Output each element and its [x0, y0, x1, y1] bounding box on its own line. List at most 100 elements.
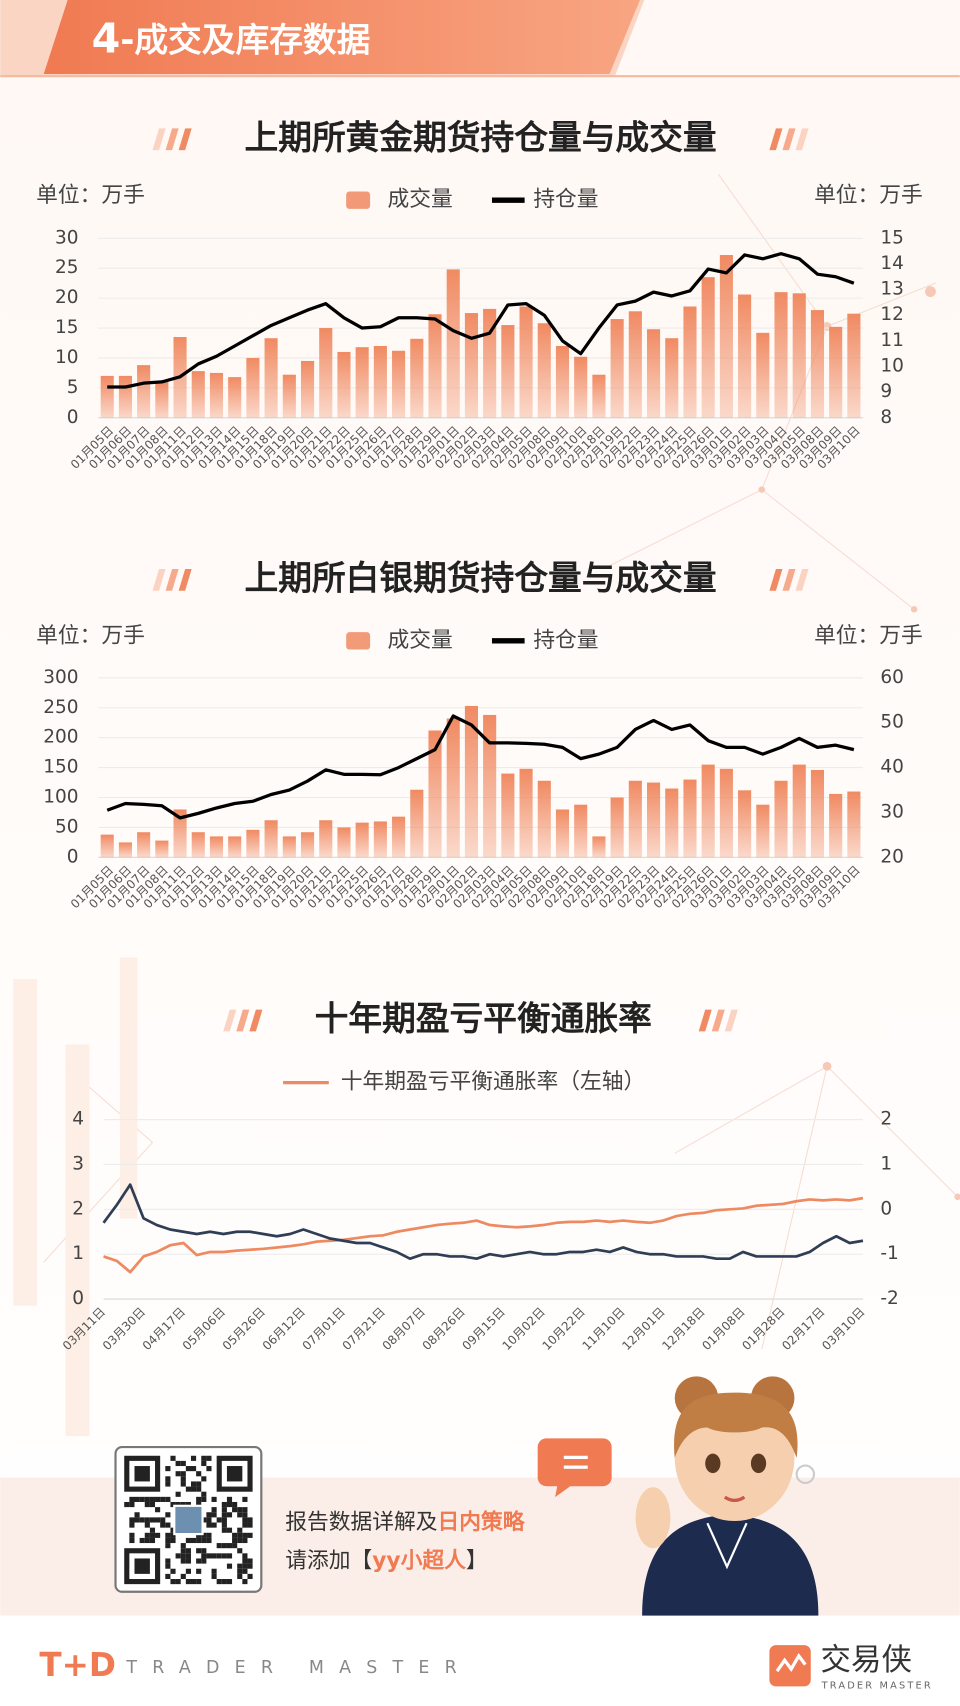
bar — [300, 832, 315, 858]
promo-line1: 报告数据详解及日内策略 — [285, 1509, 525, 1535]
qr-cell — [196, 1548, 202, 1554]
qr-cell — [221, 1517, 227, 1523]
qr-cell — [211, 1573, 217, 1580]
bar — [373, 821, 387, 858]
title-stripe — [152, 569, 166, 591]
qr-finder — [134, 1466, 150, 1482]
y-tick-label: 1 — [72, 1243, 84, 1264]
y2-tick-label: 8 — [880, 407, 892, 428]
qr-cell — [175, 1501, 181, 1508]
chart-title: 上期所白银期货持仓量与成交量 — [245, 558, 717, 597]
chart-title: 十年期盈亏平衡通胀率 — [315, 999, 652, 1038]
qr-cell — [216, 1553, 222, 1559]
qr-cell — [221, 1543, 227, 1549]
bar — [683, 306, 697, 418]
qr-cell — [185, 1579, 191, 1585]
y-tick-label: 0 — [72, 1288, 84, 1309]
qr-cell — [170, 1532, 176, 1538]
qr-cell — [185, 1568, 191, 1574]
qr-cell — [206, 1553, 212, 1559]
chat-bubble — [537, 1438, 612, 1498]
qr-cell — [139, 1496, 145, 1502]
qr-cell — [211, 1512, 217, 1518]
legend-label: 成交量 — [388, 187, 453, 212]
bar — [228, 377, 242, 418]
qr-cell — [144, 1501, 150, 1508]
qr-cell — [247, 1532, 253, 1538]
bar — [829, 326, 843, 418]
qr-cell — [134, 1512, 140, 1518]
qr-cell — [165, 1466, 171, 1472]
title-stripe — [795, 128, 809, 151]
qr-cell — [242, 1496, 248, 1502]
qr-cell — [221, 1507, 227, 1513]
qr-cell — [201, 1476, 207, 1482]
qr-cell — [149, 1517, 156, 1523]
title-stripe — [223, 1009, 237, 1032]
y-tick-label: 4 — [72, 1109, 84, 1130]
qr-cell — [149, 1496, 156, 1502]
bar — [209, 372, 224, 418]
y-tick-label: 250 — [43, 697, 78, 718]
qr-cell — [185, 1466, 191, 1472]
qr-cell — [237, 1532, 243, 1538]
qr-finder — [226, 1466, 243, 1482]
y-tick-label: 15 — [55, 317, 79, 338]
legend-label: 十年期盈亏平衡通胀率（左轴） — [341, 1070, 646, 1095]
title-stripe — [165, 569, 179, 591]
qr-cell — [144, 1517, 150, 1523]
qr-cell — [226, 1501, 233, 1508]
qr-cell — [221, 1501, 227, 1508]
bar — [719, 768, 733, 858]
qr-cell — [165, 1558, 171, 1564]
bar — [628, 311, 642, 418]
bar — [100, 834, 114, 858]
bar — [738, 790, 752, 858]
qr-cell — [149, 1501, 156, 1508]
qr-cell — [175, 1491, 181, 1497]
bar — [756, 804, 770, 858]
qr-cell — [170, 1568, 176, 1574]
bar — [701, 764, 715, 858]
promo-line2: 请添加【yy小超人】 — [285, 1548, 487, 1573]
bar — [464, 313, 478, 418]
qr-cell — [242, 1553, 248, 1559]
title-stripe — [249, 1009, 263, 1032]
bar — [483, 714, 497, 858]
qr-cell — [196, 1471, 202, 1477]
y2-tick-label: 0 — [880, 1198, 892, 1219]
qr-cell — [180, 1476, 186, 1482]
y2-tick-label: 9 — [880, 381, 892, 402]
qr-cell — [129, 1496, 135, 1502]
qr-cell — [242, 1532, 248, 1538]
y-tick-label: 5 — [67, 377, 79, 398]
legend-swatch — [346, 191, 371, 209]
bar — [847, 313, 861, 418]
bar — [628, 780, 642, 858]
qr-cell — [201, 1460, 207, 1467]
y-axis-label: 单位：万手 — [36, 623, 145, 648]
qr-cell — [216, 1517, 222, 1523]
qr-cell — [237, 1527, 243, 1533]
qr-cell — [242, 1537, 248, 1544]
y-tick-label: 20 — [55, 287, 79, 308]
title-stripe — [769, 569, 783, 591]
y2-tick-label: 12 — [880, 304, 904, 325]
qr-cell — [175, 1471, 181, 1477]
title-stripe — [236, 1009, 250, 1032]
qr-cell — [232, 1507, 238, 1513]
qr-cell — [211, 1507, 217, 1513]
qr-cell — [232, 1543, 238, 1549]
qr-cell — [190, 1481, 197, 1487]
bar — [574, 356, 588, 418]
bar — [355, 822, 369, 858]
bar — [701, 277, 715, 418]
qr-cell — [175, 1460, 181, 1467]
qr-cell — [237, 1537, 243, 1544]
bar — [792, 293, 806, 418]
qr-cell — [170, 1501, 176, 1508]
title-stripe — [178, 128, 192, 151]
title-stripe — [795, 569, 809, 591]
qr-cell — [175, 1553, 181, 1559]
